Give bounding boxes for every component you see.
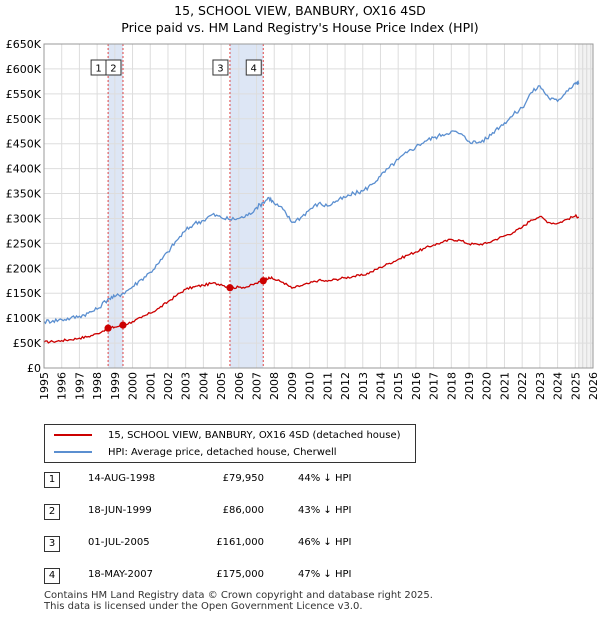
transaction-date: 18-MAY-2007 (88, 569, 154, 580)
y-tick-label: £400K (6, 163, 42, 176)
transaction-hpi-diff: 44% ↓ HPI (298, 473, 352, 484)
x-tick-label: 2004 (197, 372, 210, 400)
y-tick-label: £250K (6, 237, 42, 250)
series-line-hpi (43, 79, 580, 325)
transaction-number-label: 1 (95, 64, 101, 75)
x-tick-label: 2002 (162, 372, 175, 400)
x-tick-label: 2009 (286, 372, 299, 400)
transaction-number-box (245, 59, 262, 76)
chart-title-block: 15, SCHOOL VIEW, BANBURY, OX16 4SD Price… (0, 2, 600, 36)
x-tick-label: 2026 (587, 372, 600, 400)
table-row: 4 18-MAY-2007 £175,000 47% ↓ HPI (44, 566, 404, 586)
y-tick-label: £50K (13, 337, 42, 350)
transaction-point (226, 284, 234, 292)
transaction-price: £175,000 (216, 569, 264, 580)
plot-border (43, 43, 594, 369)
x-tick-label: 1997 (73, 372, 86, 400)
y-tick-label: £500K (6, 113, 42, 126)
transaction-number-label: 2 (110, 64, 116, 75)
transaction-price: £161,000 (216, 537, 264, 548)
price-chart: £0 £50K £100K £150K £200K £250K £300K £350K £400… (6, 38, 600, 400)
chart-title: 15, SCHOOL VIEW, BANBURY, OX16 4SD (174, 3, 426, 18)
transaction-price: £86,000 (222, 505, 264, 516)
transaction-number-badge: 3 (44, 536, 60, 552)
x-tick-label: 1998 (91, 372, 104, 400)
x-tick-label: 2023 (534, 372, 547, 400)
plot-area (44, 44, 593, 368)
x-tick-label: 2008 (268, 372, 281, 400)
legend-swatch-hpi (54, 451, 92, 453)
table-row: 1 14-AUG-1998 £79,950 44% ↓ HPI (44, 470, 404, 490)
table-row: 2 18-JUN-1999 £86,000 43% ↓ HPI (44, 502, 404, 522)
chart-subtitle: Price paid vs. HM Land Registry's House … (121, 20, 479, 35)
x-tick-label: 2022 (516, 372, 529, 400)
y-tick-label: £100K (6, 312, 42, 325)
x-tick-label: 2024 (552, 372, 565, 400)
legend-item-hpi: HPI: Average price, detached house, Cher… (45, 444, 337, 460)
footer-line-copyright: Contains HM Land Registry data © Crown c… (44, 590, 433, 601)
x-tick-label: 2000 (127, 372, 140, 400)
transaction-number-badge: 2 (44, 504, 60, 520)
x-tick-label: 2012 (339, 372, 352, 400)
legend-item-property: 15, SCHOOL VIEW, BANBURY, OX16 4SD (deta… (45, 427, 401, 443)
y-tick-label: £650K (6, 38, 42, 51)
x-tick-label: 2018 (445, 372, 458, 400)
y-tick-label: £0 (27, 362, 41, 375)
x-tick-label: 1999 (109, 372, 122, 400)
transaction-number-badge: 1 (44, 472, 60, 488)
series-line-property (43, 213, 580, 344)
x-tick-label: 2015 (392, 372, 405, 400)
transaction-number-label: 4 (251, 64, 257, 75)
transaction-hpi-diff: 47% ↓ HPI (298, 569, 352, 580)
y-tick-label: £550K (6, 88, 42, 101)
y-tick-label: £200K (6, 262, 42, 275)
x-tick-label: 2025 (569, 372, 582, 400)
x-tick-label: 2016 (410, 372, 423, 400)
legend-label-property: 15, SCHOOL VIEW, BANBURY, OX16 4SD (deta… (108, 429, 401, 441)
x-tick-label: 2017 (428, 372, 441, 400)
transaction-date: 01-JUL-2005 (88, 537, 150, 548)
x-tick-label: 2006 (233, 372, 246, 400)
x-tick-label: 2019 (463, 372, 476, 400)
transaction-date: 14-AUG-1998 (88, 473, 156, 484)
transaction-price: £79,950 (222, 473, 264, 484)
x-tick-label: 1996 (56, 372, 69, 400)
x-tick-label: 2005 (215, 372, 228, 400)
legend-swatch-property (54, 434, 92, 436)
x-tick-label: 1995 (38, 372, 51, 400)
transaction-point (119, 321, 127, 329)
legend-label-hpi: HPI: Average price, detached house, Cher… (108, 446, 337, 458)
x-tick-label: 2007 (251, 372, 264, 400)
y-tick-label: £300K (6, 212, 42, 225)
y-tick-label: £450K (6, 138, 42, 151)
x-tick-label: 2013 (357, 372, 370, 400)
transaction-number-box (212, 59, 229, 76)
transaction-date: 18-JUN-1999 (88, 505, 152, 516)
transaction-hpi-diff: 43% ↓ HPI (298, 505, 352, 516)
transaction-point (104, 324, 112, 332)
y-tick-label: £350K (6, 188, 42, 201)
footer-line-licence: This data is licensed under the Open Gov… (44, 601, 363, 612)
y-tick-label: £150K (6, 287, 42, 300)
transaction-hpi-diff: 46% ↓ HPI (298, 537, 352, 548)
transaction-number-label: 3 (217, 64, 223, 75)
transaction-point (259, 277, 267, 285)
legend: 15, SCHOOL VIEW, BANBURY, OX16 4SD (deta… (44, 424, 416, 463)
forecast-region (578, 44, 593, 368)
y-tick-label: £600K (6, 63, 42, 76)
x-tick-label: 2011 (321, 372, 334, 400)
shaded-range (108, 44, 123, 368)
x-tick-label: 2010 (304, 372, 317, 400)
x-tick-label: 2003 (180, 372, 193, 400)
x-tick-label: 2021 (498, 372, 511, 400)
x-tick-label: 2020 (481, 372, 494, 400)
footer-attribution: Contains HM Land Registry data © Crown c… (44, 590, 433, 612)
table-row: 3 01-JUL-2005 £161,000 46% ↓ HPI (44, 534, 404, 554)
transaction-number-box (105, 59, 122, 76)
x-tick-label: 2001 (144, 372, 157, 400)
transaction-number-badge: 4 (44, 568, 60, 584)
x-tick-label: 2014 (374, 372, 387, 400)
